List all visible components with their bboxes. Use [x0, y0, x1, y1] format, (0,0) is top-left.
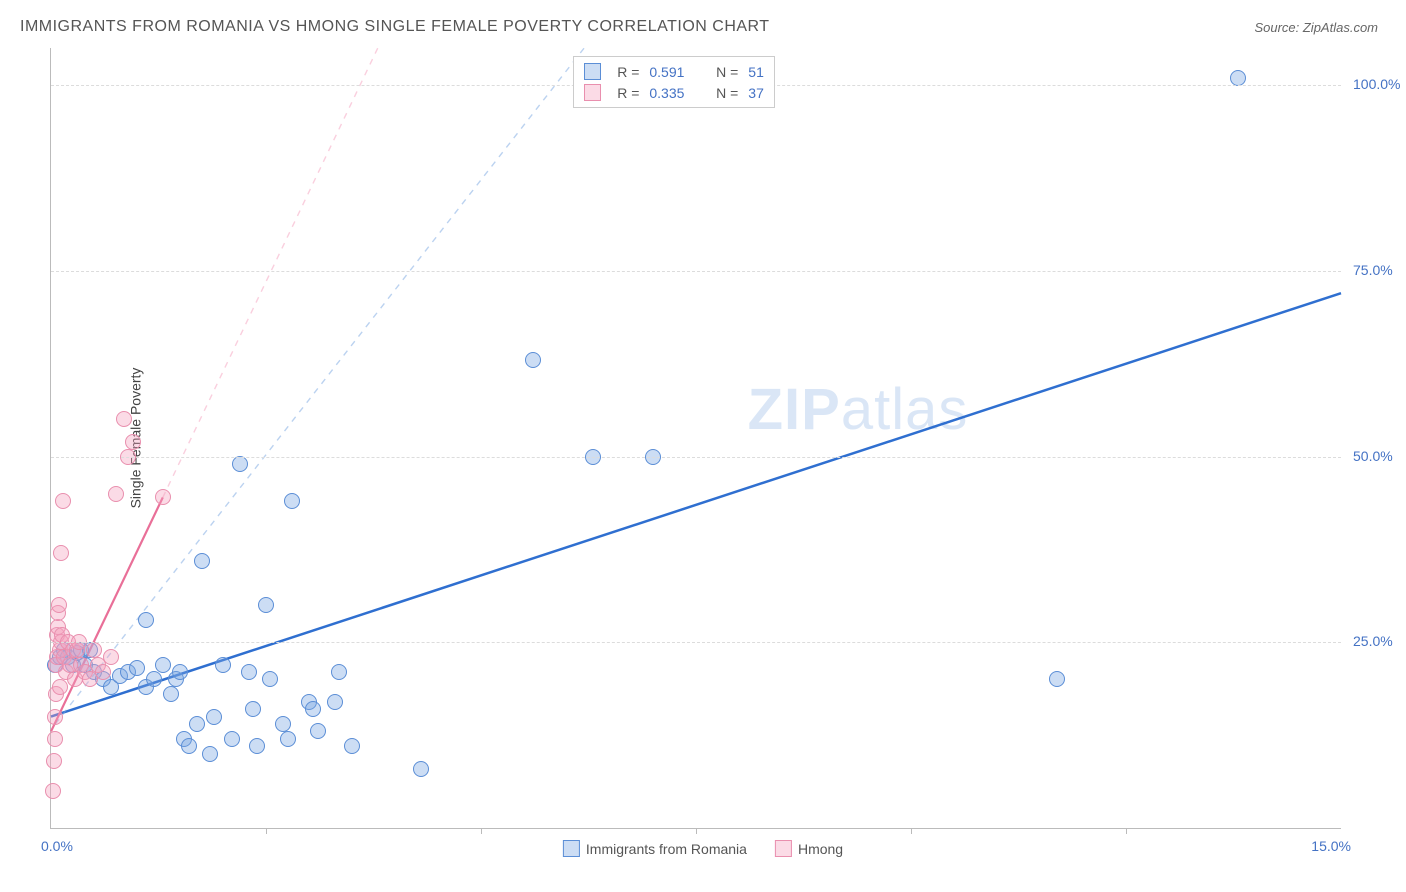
data-point	[86, 642, 102, 658]
plot-area: Single Female Poverty ZIPatlas 0.0% 15.0…	[50, 48, 1341, 829]
data-point	[181, 738, 197, 754]
legend-label-hmong: Hmong	[798, 841, 843, 857]
data-point	[305, 701, 321, 717]
y-tick-label: 100.0%	[1353, 76, 1406, 92]
gridline	[51, 642, 1341, 643]
data-point	[95, 664, 111, 680]
data-point	[189, 716, 205, 732]
data-point	[284, 493, 300, 509]
x-axis-max-label: 15.0%	[1311, 838, 1351, 854]
data-point	[146, 671, 162, 687]
swatch-hmong	[775, 840, 792, 857]
data-point	[47, 709, 63, 725]
x-tick-mark	[266, 828, 267, 834]
data-point	[46, 753, 62, 769]
data-point	[155, 489, 171, 505]
data-point	[525, 352, 541, 368]
swatch	[584, 63, 601, 80]
data-point	[215, 657, 231, 673]
data-point	[47, 731, 63, 747]
data-point	[194, 553, 210, 569]
corr-legend-row: R = 0.335 N = 37	[584, 82, 764, 103]
x-tick-mark	[1126, 828, 1127, 834]
regression-line	[51, 293, 1341, 716]
data-point	[138, 612, 154, 628]
data-point	[202, 746, 218, 762]
data-point	[241, 664, 257, 680]
data-point	[172, 664, 188, 680]
data-point	[103, 649, 119, 665]
swatch-romania	[563, 840, 580, 857]
regression-dash	[55, 48, 584, 724]
data-point	[116, 411, 132, 427]
legend-item-hmong: Hmong	[775, 840, 843, 857]
data-point	[331, 664, 347, 680]
data-point	[280, 731, 296, 747]
data-point	[224, 731, 240, 747]
chart-container: IMMIGRANTS FROM ROMANIA VS HMONG SINGLE …	[0, 0, 1406, 892]
y-tick-label: 75.0%	[1353, 262, 1406, 278]
correlation-legend: R = 0.591 N = 51R = 0.335 N = 37	[573, 56, 775, 108]
data-point	[1049, 671, 1065, 687]
data-point	[125, 434, 141, 450]
data-point	[163, 686, 179, 702]
data-point	[344, 738, 360, 754]
data-point	[245, 701, 261, 717]
data-point	[206, 709, 222, 725]
data-point	[45, 783, 61, 799]
data-point	[55, 493, 71, 509]
data-point	[327, 694, 343, 710]
x-tick-mark	[696, 828, 697, 834]
data-point	[310, 723, 326, 739]
data-point	[275, 716, 291, 732]
data-point	[51, 597, 67, 613]
gridline	[51, 457, 1341, 458]
regression-dash	[163, 48, 378, 497]
data-point	[258, 597, 274, 613]
data-point	[52, 679, 68, 695]
data-point	[413, 761, 429, 777]
chart-title: IMMIGRANTS FROM ROMANIA VS HMONG SINGLE …	[20, 18, 770, 36]
legend-label-romania: Immigrants from Romania	[586, 841, 747, 857]
corr-legend-row: R = 0.591 N = 51	[584, 61, 764, 82]
data-point	[232, 456, 248, 472]
x-axis-min-label: 0.0%	[41, 838, 73, 854]
data-point	[249, 738, 265, 754]
legend-item-romania: Immigrants from Romania	[563, 840, 747, 857]
data-point	[108, 486, 124, 502]
y-tick-label: 25.0%	[1353, 633, 1406, 649]
swatch	[584, 84, 601, 101]
x-tick-mark	[481, 828, 482, 834]
data-point	[1230, 70, 1246, 86]
y-tick-label: 50.0%	[1353, 448, 1406, 464]
source-attribution: Source: ZipAtlas.com	[1254, 20, 1378, 35]
x-tick-mark	[911, 828, 912, 834]
data-point	[53, 545, 69, 561]
gridline	[51, 271, 1341, 272]
data-point	[129, 660, 145, 676]
data-point	[262, 671, 278, 687]
series-legend: Immigrants from Romania Hmong	[563, 840, 843, 857]
data-point	[155, 657, 171, 673]
data-region: ZIPatlas	[51, 48, 1341, 828]
